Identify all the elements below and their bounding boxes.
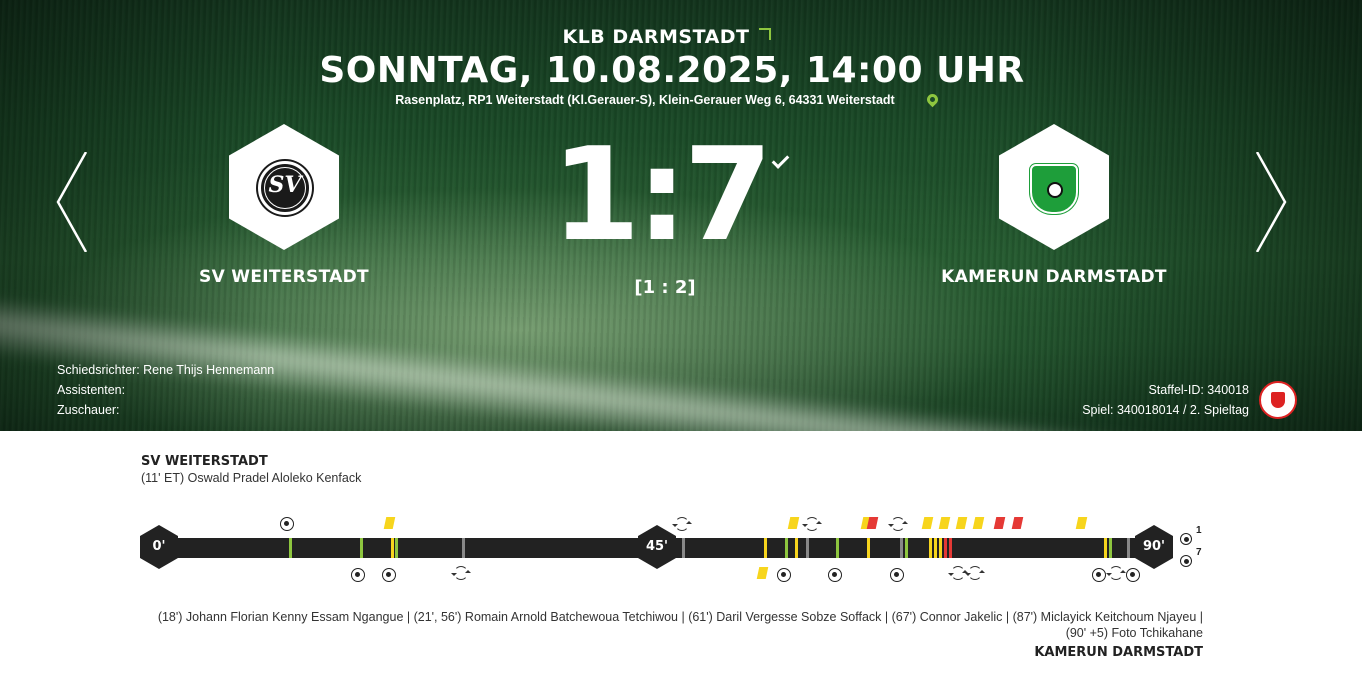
sv-weiterstadt-crest: SV [258, 161, 312, 215]
yellow-card-icon[interactable] [756, 567, 769, 579]
away-events-list: (18') Johann Florian Kenny Essam Ngangue… [157, 610, 1203, 640]
away-events-title: KAMERUN DARMSTADT [1034, 645, 1203, 660]
yellow-card-icon[interactable] [938, 517, 951, 529]
home-events-list: (11' ET) Oswald Pradel Aloleko Kenfack [141, 471, 362, 485]
yellow-card-icon[interactable] [383, 517, 396, 529]
match-ids: Staffel-ID: 340018 Spiel: 340018014 / 2.… [1020, 380, 1249, 420]
substitution-icon[interactable] [965, 566, 985, 580]
league-link[interactable]: KLB DARMSTADT [562, 26, 750, 48]
timeline-tick [806, 538, 809, 558]
red-card-icon[interactable] [866, 517, 879, 529]
match-header: KLB DARMSTADT SONNTAG, 10.08.2025, 14:00… [0, 0, 1362, 431]
next-match-icon[interactable] [1245, 152, 1305, 252]
halftime-score: [1 : 2] [634, 277, 696, 298]
minute-marker-45: 45' [638, 525, 676, 569]
red-card-icon[interactable] [1011, 517, 1024, 529]
yellow-card-icon[interactable] [921, 517, 934, 529]
venue-address: Rasenplatz, RP1 Weiterstadt (Kl.Gerauer-… [395, 93, 895, 107]
assistants: Assistenten: [57, 383, 126, 397]
timeline-tick [929, 538, 932, 558]
timeline-tick [905, 538, 908, 558]
timeline-tick [836, 538, 839, 558]
timeline-tick [360, 538, 363, 558]
match-timeline: 0' 45' 90' 1 7 [140, 511, 1220, 591]
timeline-tick [395, 538, 398, 558]
red-card-icon[interactable] [993, 517, 1006, 529]
match-datetime: SONNTAG, 10.08.2025, 14:00 UHR [319, 50, 1025, 91]
timeline-tick [944, 538, 947, 558]
goal-icon [1180, 555, 1192, 567]
away-team-name[interactable]: KAMERUN DARMSTADT [941, 267, 1167, 287]
away-goal-count: 7 [1196, 547, 1202, 558]
minute-marker-90: 90' [1135, 525, 1173, 569]
minute-marker-0: 0' [140, 525, 178, 569]
yellow-card-icon[interactable] [955, 517, 968, 529]
referee: Schiedsrichter: Rene Thijs Hennemann [57, 363, 275, 377]
substitution-icon[interactable] [672, 517, 692, 531]
timeline-tick [795, 538, 798, 558]
home-goal-count: 1 [1196, 525, 1202, 536]
timeline-tick [1127, 538, 1130, 558]
spiel-id: Spiel: 340018014 / 2. Spieltag [1082, 403, 1249, 417]
timeline-tick [289, 538, 292, 558]
timeline-tick [1104, 538, 1107, 558]
timeline-tick [682, 538, 685, 558]
goal-icon[interactable] [382, 568, 396, 582]
spectators: Zuschauer: [57, 403, 120, 417]
substitution-icon[interactable] [451, 566, 471, 580]
timeline-tick [785, 538, 788, 558]
substitution-icon[interactable] [948, 566, 968, 580]
previous-match-icon[interactable] [48, 152, 108, 252]
goal-icon [1180, 533, 1192, 545]
goal-icon[interactable] [351, 568, 365, 582]
yellow-card-icon[interactable] [787, 517, 800, 529]
kamerun-darmstadt-crest [1030, 164, 1078, 214]
yellow-card-icon[interactable] [1075, 517, 1088, 529]
goal-icon[interactable] [280, 517, 294, 531]
substitution-icon[interactable] [802, 517, 822, 531]
timeline-tick [867, 538, 870, 558]
match-timeline-section: SV WEITERSTADT (11' ET) Oswald Pradel Al… [0, 431, 1362, 689]
home-team-name[interactable]: SV WEITERSTADT [199, 267, 369, 287]
timeline-tick [462, 538, 465, 558]
timeline-tick [1109, 538, 1112, 558]
timeline-tick [764, 538, 767, 558]
staffel-id: Staffel-ID: 340018 [1148, 383, 1249, 397]
goal-icon[interactable] [1092, 568, 1106, 582]
officials: Schiedsrichter: Rene Thijs Hennemann Ass… [57, 360, 274, 420]
substitution-icon[interactable] [1106, 566, 1126, 580]
timeline-tick [391, 538, 394, 558]
hfv-association-logo [1259, 381, 1297, 419]
timeline-tick [939, 538, 942, 558]
goal-icon[interactable] [890, 568, 904, 582]
goal-icon[interactable] [777, 568, 791, 582]
goal-icon[interactable] [828, 568, 842, 582]
league-link-icon[interactable] [759, 28, 771, 40]
timeline-tick [934, 538, 937, 558]
goal-icon[interactable] [1126, 568, 1140, 582]
substitution-icon[interactable] [888, 517, 908, 531]
yellow-card-icon[interactable] [972, 517, 985, 529]
final-score: 1:7 [551, 121, 772, 270]
timeline-tick [900, 538, 903, 558]
timeline-tick [949, 538, 952, 558]
home-events-title: SV WEITERSTADT [141, 454, 268, 469]
